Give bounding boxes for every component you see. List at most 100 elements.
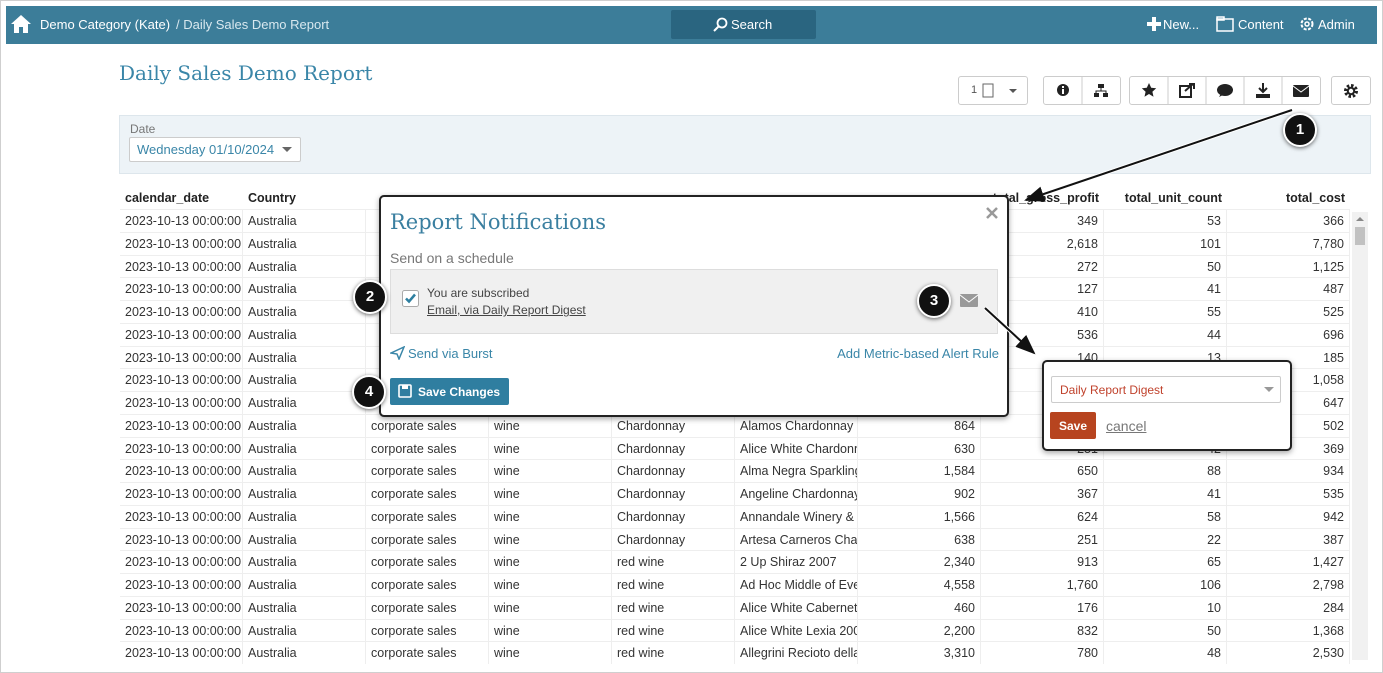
save-button[interactable]: Save bbox=[1050, 412, 1096, 439]
table-cell: corporate sales bbox=[366, 642, 489, 665]
table-cell: 349 bbox=[981, 210, 1104, 232]
email-icon[interactable] bbox=[959, 293, 979, 308]
digest-select[interactable]: Daily Report Digest bbox=[1051, 376, 1281, 403]
table-cell: 127 bbox=[981, 278, 1104, 301]
table-cell: 2023-10-13 00:00:00 bbox=[120, 551, 243, 574]
table-cell: 2023-10-13 00:00:00 bbox=[120, 392, 243, 414]
table-cell: 369 bbox=[1227, 437, 1350, 460]
toolbar-icons bbox=[1141, 77, 1310, 104]
table-cell: Australia bbox=[243, 619, 366, 642]
date-select[interactable]: Wednesday 01/10/2024 bbox=[129, 137, 301, 162]
filter-panel: Date Wednesday 01/10/2024 bbox=[119, 115, 1371, 174]
table-cell: wine bbox=[489, 505, 612, 528]
subscribed-checkbox[interactable] bbox=[402, 290, 419, 307]
scrollbar-thumb bbox=[1355, 217, 1365, 245]
row-divider bbox=[120, 459, 1350, 461]
row-divider bbox=[120, 573, 1350, 574]
table-cell: wine bbox=[489, 414, 612, 437]
cancel-link[interactable]: cancel bbox=[1106, 418, 1147, 434]
callout: 1 bbox=[1283, 113, 1317, 147]
row-divider bbox=[120, 618, 1350, 620]
dropdown-caret bbox=[282, 147, 292, 152]
table-cell: 7,780 bbox=[1227, 232, 1350, 255]
table-cell: 2023-10-13 00:00:00 bbox=[120, 255, 243, 278]
table-cell: 2023-10-13 00:00:00 bbox=[120, 528, 243, 551]
table-cell: Australia bbox=[243, 483, 366, 505]
table-cell: 460 bbox=[858, 596, 981, 619]
table-cell: wine bbox=[489, 619, 612, 642]
table-cell: wine bbox=[489, 528, 612, 551]
delivery-popup: Daily Report Digest Save cancel bbox=[1042, 360, 1292, 451]
row-divider bbox=[120, 504, 1350, 506]
table-cell: 696 bbox=[1227, 323, 1350, 346]
content-link[interactable]: Content bbox=[1238, 17, 1284, 32]
table-cell: 2023-10-13 00:00:00 bbox=[120, 619, 243, 642]
save-label: Save bbox=[1059, 419, 1088, 433]
close-button[interactable] bbox=[985, 206, 999, 220]
filter-label: Date bbox=[130, 122, 156, 136]
table-cell: Chardonnay bbox=[612, 460, 735, 483]
table-cell: 41 bbox=[1104, 483, 1227, 505]
settings-button[interactable] bbox=[1331, 76, 1371, 105]
table-cell: 50 bbox=[1104, 619, 1227, 642]
dialog-subtitle: Send on a schedule bbox=[390, 250, 514, 266]
home-icon[interactable] bbox=[10, 14, 32, 34]
content-icon bbox=[1216, 16, 1234, 32]
gear-icon bbox=[1344, 84, 1358, 98]
table-cell: 2 Up Shiraz 2007 bbox=[735, 551, 858, 574]
table-cell: Alice White Chardonna bbox=[735, 437, 858, 460]
table-cell: 410 bbox=[981, 301, 1104, 323]
table-cell: 251 bbox=[981, 528, 1104, 551]
table-cell: 1,427 bbox=[1227, 551, 1350, 574]
table-cell: 4,558 bbox=[858, 574, 981, 596]
table-cell: wine bbox=[489, 551, 612, 574]
table-cell: 502 bbox=[1227, 414, 1350, 437]
table-cell: Australia bbox=[243, 574, 366, 596]
search-button[interactable]: Search bbox=[671, 10, 816, 39]
table-cell: Australia bbox=[243, 460, 366, 483]
subscription-detail[interactable]: Email, via Daily Report Digest bbox=[427, 303, 586, 317]
table-cell: 536 bbox=[981, 323, 1104, 346]
send-via-burst-link[interactable]: Send via Burst bbox=[408, 346, 493, 361]
callout: 4 bbox=[352, 375, 386, 409]
table-cell: 2,798 bbox=[1227, 574, 1350, 596]
page-selector[interactable]: 1 bbox=[958, 76, 1028, 105]
table-cell: 50 bbox=[1104, 255, 1227, 278]
table-cell: wine bbox=[489, 642, 612, 665]
table-cell: Australia bbox=[243, 210, 366, 232]
table-cell: 284 bbox=[1227, 596, 1350, 619]
table-cell: 1,584 bbox=[858, 460, 981, 483]
row-divider bbox=[120, 482, 1350, 483]
subscription-box: You are subscribed Email, via Daily Repo… bbox=[390, 269, 998, 334]
breadcrumb-category[interactable]: Demo Category (Kate) bbox=[40, 17, 171, 32]
table-cell: Alice White Cabernet bbox=[735, 596, 858, 619]
admin-link[interactable]: Admin bbox=[1318, 17, 1355, 32]
plus-icon bbox=[1147, 17, 1161, 31]
table-cell: 366 bbox=[1227, 210, 1350, 232]
table-cell: Chardonnay bbox=[612, 505, 735, 528]
table-cell: Allegrini Recioto della bbox=[735, 642, 858, 665]
table-cell: 2023-10-13 00:00:00 bbox=[120, 505, 243, 528]
table-cell: 2023-10-13 00:00:00 bbox=[120, 460, 243, 483]
table-cell: red wine bbox=[612, 642, 735, 665]
table-cell: 1,368 bbox=[1227, 619, 1350, 642]
table-cell: corporate sales bbox=[366, 596, 489, 619]
table-cell: Chardonnay bbox=[612, 528, 735, 551]
table-cell: 1,566 bbox=[858, 505, 981, 528]
new-link[interactable]: New... bbox=[1163, 17, 1200, 32]
callout: 2 bbox=[353, 280, 387, 314]
table-cell: Australia bbox=[243, 255, 366, 278]
table-cell: 2023-10-13 00:00:00 bbox=[120, 210, 243, 232]
add-alert-link[interactable]: Add Metric-based Alert Rule bbox=[837, 346, 999, 361]
table-cell: Australia bbox=[243, 437, 366, 460]
save-changes-button[interactable]: Save Changes bbox=[390, 378, 509, 405]
table-cell: Australia bbox=[243, 551, 366, 574]
table-cell: 53 bbox=[1104, 210, 1227, 232]
dropdown-caret bbox=[1264, 387, 1274, 392]
row-divider bbox=[120, 550, 1350, 552]
row-divider bbox=[120, 641, 1350, 643]
notifications-dialog: Report Notifications Send on a schedule … bbox=[379, 195, 1009, 417]
table-cell: corporate sales bbox=[366, 619, 489, 642]
